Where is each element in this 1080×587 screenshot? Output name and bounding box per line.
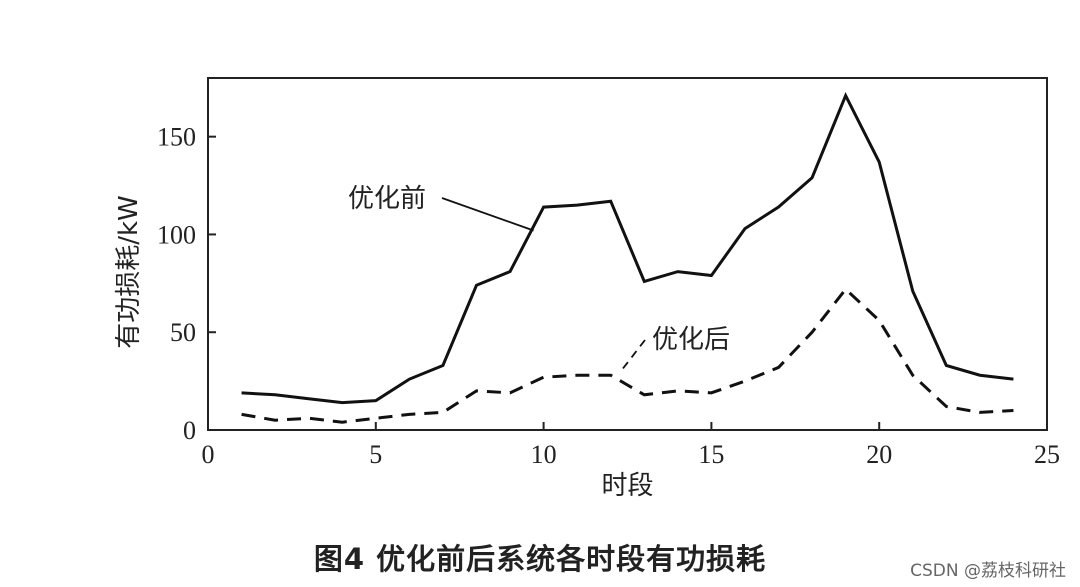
- y-tick-label: 150: [157, 123, 196, 152]
- series-line-2: [241, 286, 1014, 424]
- y-tick-label: 0: [183, 416, 196, 445]
- plot-frame: [207, 77, 1048, 431]
- annotation-leader-after: [620, 339, 646, 372]
- annotation-before: 优化前: [348, 184, 426, 214]
- x-tick-label: 5: [369, 440, 382, 469]
- series-line-1: [241, 91, 1014, 405]
- annotation-leader-before: [441, 197, 534, 232]
- figure-caption: 图4 优化前后系统各时段有功损耗: [313, 542, 767, 576]
- x-tick-label: 20: [866, 440, 892, 469]
- series-group: [241, 91, 1014, 424]
- y-tick-label: 50: [170, 318, 196, 347]
- x-tick-label: 0: [202, 440, 215, 469]
- watermark: CSDN @荔枝科研社: [910, 561, 1066, 581]
- annotation-after: 优化后: [652, 325, 730, 355]
- x-tick-label: 25: [1034, 440, 1060, 469]
- x-axis-label: 时段: [601, 471, 653, 501]
- x-tick-label: 10: [531, 440, 557, 469]
- y-tick-label: 100: [157, 220, 196, 249]
- y-axis-label: 有功损耗/kW: [114, 195, 144, 349]
- tick-group: 0 5 10 15 20 25 0 50 100 150: [157, 123, 1060, 469]
- x-tick-label: 15: [698, 440, 724, 469]
